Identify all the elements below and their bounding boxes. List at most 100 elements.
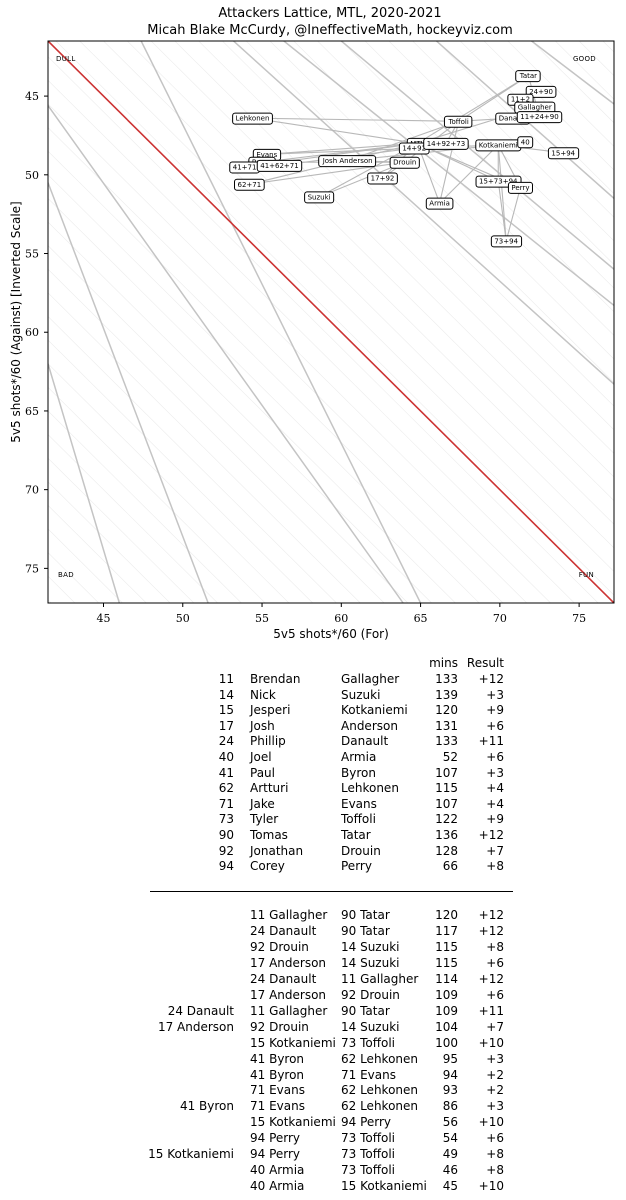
player-last-name: Tatar xyxy=(341,828,371,842)
player-mins: 131 xyxy=(435,718,458,733)
node-label: 41+71 xyxy=(233,163,257,171)
table-header-row: mins Result xyxy=(0,655,626,671)
player-result: +9 xyxy=(486,703,504,718)
player-last-name: Evans xyxy=(341,796,377,811)
unit-player-b: 17 Anderson xyxy=(250,955,327,970)
y-tick-label: 50 xyxy=(25,169,39,182)
player-first-name: Tyler xyxy=(250,812,279,827)
node-tatar: Tatar xyxy=(515,70,541,83)
background-band xyxy=(48,647,614,650)
player-first-name: Phillip xyxy=(250,734,286,749)
player-result: +12 xyxy=(478,828,504,842)
x-axis-ticks: 45 50 55 60 65 70 75 xyxy=(96,603,586,625)
player-number: 15 xyxy=(218,703,234,718)
background-band xyxy=(48,127,528,603)
node-41-62-71: 41+62+71 xyxy=(256,159,303,172)
corner-label-good: GOOD xyxy=(573,55,596,63)
node-box xyxy=(234,178,265,191)
node-box xyxy=(443,115,473,128)
unit-player-b: 40 Armia xyxy=(250,1163,305,1178)
unit-player-b: 94 Perry xyxy=(250,1131,301,1146)
unit-mins: 115 xyxy=(435,955,458,970)
background-band xyxy=(48,292,361,603)
background-band xyxy=(48,481,171,603)
unit-player-c: 73 Toffoli xyxy=(341,1131,395,1146)
player-row: 24 Phillip Danault 133 +11 xyxy=(0,733,626,749)
node-label: 11+2 xyxy=(511,96,530,104)
unit-player-b: 24 Danault xyxy=(250,923,317,938)
corner-label-bad: BAD xyxy=(58,571,74,579)
player-last-name: Byron xyxy=(341,765,376,780)
unit-row: 15 Kotkaniemi 94 Perry 56 +10 xyxy=(0,1114,626,1130)
contour-line xyxy=(140,41,422,603)
background-band xyxy=(340,41,614,312)
break-even-diagonal xyxy=(48,41,614,603)
player-result: +7 xyxy=(486,843,504,858)
node-label: 14+92+73 xyxy=(427,140,465,148)
player-first-name: Josh xyxy=(250,718,275,733)
player-row: 14 Nick Suzuki 139 +3 xyxy=(0,687,626,703)
corner-label-dull: DULL xyxy=(56,55,76,63)
unit-player-c: 62 Lehkonen xyxy=(341,1099,419,1114)
node-62-71: 62+71 xyxy=(234,178,265,191)
player-mins: 133 xyxy=(435,734,458,749)
unit-player-c: 73 Toffoli xyxy=(341,1147,395,1162)
background-band xyxy=(48,434,219,603)
unit-player-c: 92 Drouin xyxy=(341,987,400,1002)
lattice-chart: Attackers Lattice, MTL, 2020-2021 Micah … xyxy=(9,6,615,650)
background-band xyxy=(48,387,266,603)
unit-mins: 109 xyxy=(435,1003,458,1018)
player-row: 62 Artturi Lehkonen 115 +4 xyxy=(0,780,626,796)
node-box xyxy=(232,112,273,125)
contour-line xyxy=(232,41,614,385)
unit-player-b: 92 Drouin xyxy=(250,1019,309,1034)
unit-result: +10 xyxy=(478,1035,504,1050)
unit-row: 40 Armia 15 Kotkaniemi 45 +10 xyxy=(0,1178,626,1194)
x-tick-label: 60 xyxy=(334,612,348,625)
background-band xyxy=(48,505,147,603)
unit-row: 17 Anderson 14 Suzuki 115 +6 xyxy=(0,955,626,971)
background-band xyxy=(48,339,314,603)
background-band xyxy=(48,221,433,603)
node-label: 40 xyxy=(521,138,530,146)
background-band xyxy=(269,41,614,383)
lattice-edge xyxy=(497,144,507,241)
unit-player-b: 94 Perry xyxy=(250,1147,301,1162)
background-band xyxy=(317,41,614,336)
player-mins: 122 xyxy=(435,812,458,827)
player-row: 73 Tyler Toffoli 122 +9 xyxy=(0,811,626,827)
unit-mins: 120 xyxy=(435,908,458,922)
player-mins: 139 xyxy=(435,687,458,702)
player-number: 11 xyxy=(218,672,234,686)
node-toffoli: Toffoli xyxy=(443,115,473,128)
node-label: Armia xyxy=(429,200,450,208)
unit-mins: 56 xyxy=(442,1115,458,1130)
unit-player-b: 71 Evans xyxy=(250,1099,305,1114)
unit-row: 24 Danault 11 Gallagher 114 +12 xyxy=(0,971,626,987)
unit-result: +12 xyxy=(478,923,504,938)
node-armia: Armia xyxy=(425,197,454,210)
unit-mins: 109 xyxy=(435,987,458,1002)
node-label: Kotkaniemi xyxy=(479,141,518,149)
unit-mins: 45 xyxy=(442,1179,458,1194)
node-box xyxy=(423,137,469,150)
lattice-edge xyxy=(439,121,460,204)
header-mins: mins xyxy=(429,656,458,670)
unit-row: 41 Byron 71 Evans 94 +2 xyxy=(0,1067,626,1083)
lattice-edge xyxy=(417,75,529,144)
unit-mins: 95 xyxy=(442,1051,458,1066)
background-band xyxy=(126,41,614,525)
unit-row: 40 Armia 73 Toffoli 46 +8 xyxy=(0,1162,626,1178)
contour-line xyxy=(48,363,121,603)
player-row: 15 Jesperi Kotkaniemi 120 +9 xyxy=(0,702,626,718)
player-last-name: Anderson xyxy=(341,718,398,733)
unit-mins: 86 xyxy=(442,1099,458,1114)
node-box xyxy=(516,111,563,124)
node-suzuki: Suzuki xyxy=(304,191,335,204)
unit-player-c: 14 Suzuki xyxy=(341,955,400,970)
unit-player-a: 17 Anderson xyxy=(157,1019,234,1034)
contour-line xyxy=(531,41,614,105)
unit-mins: 46 xyxy=(442,1163,458,1178)
unit-result: +6 xyxy=(486,955,504,970)
